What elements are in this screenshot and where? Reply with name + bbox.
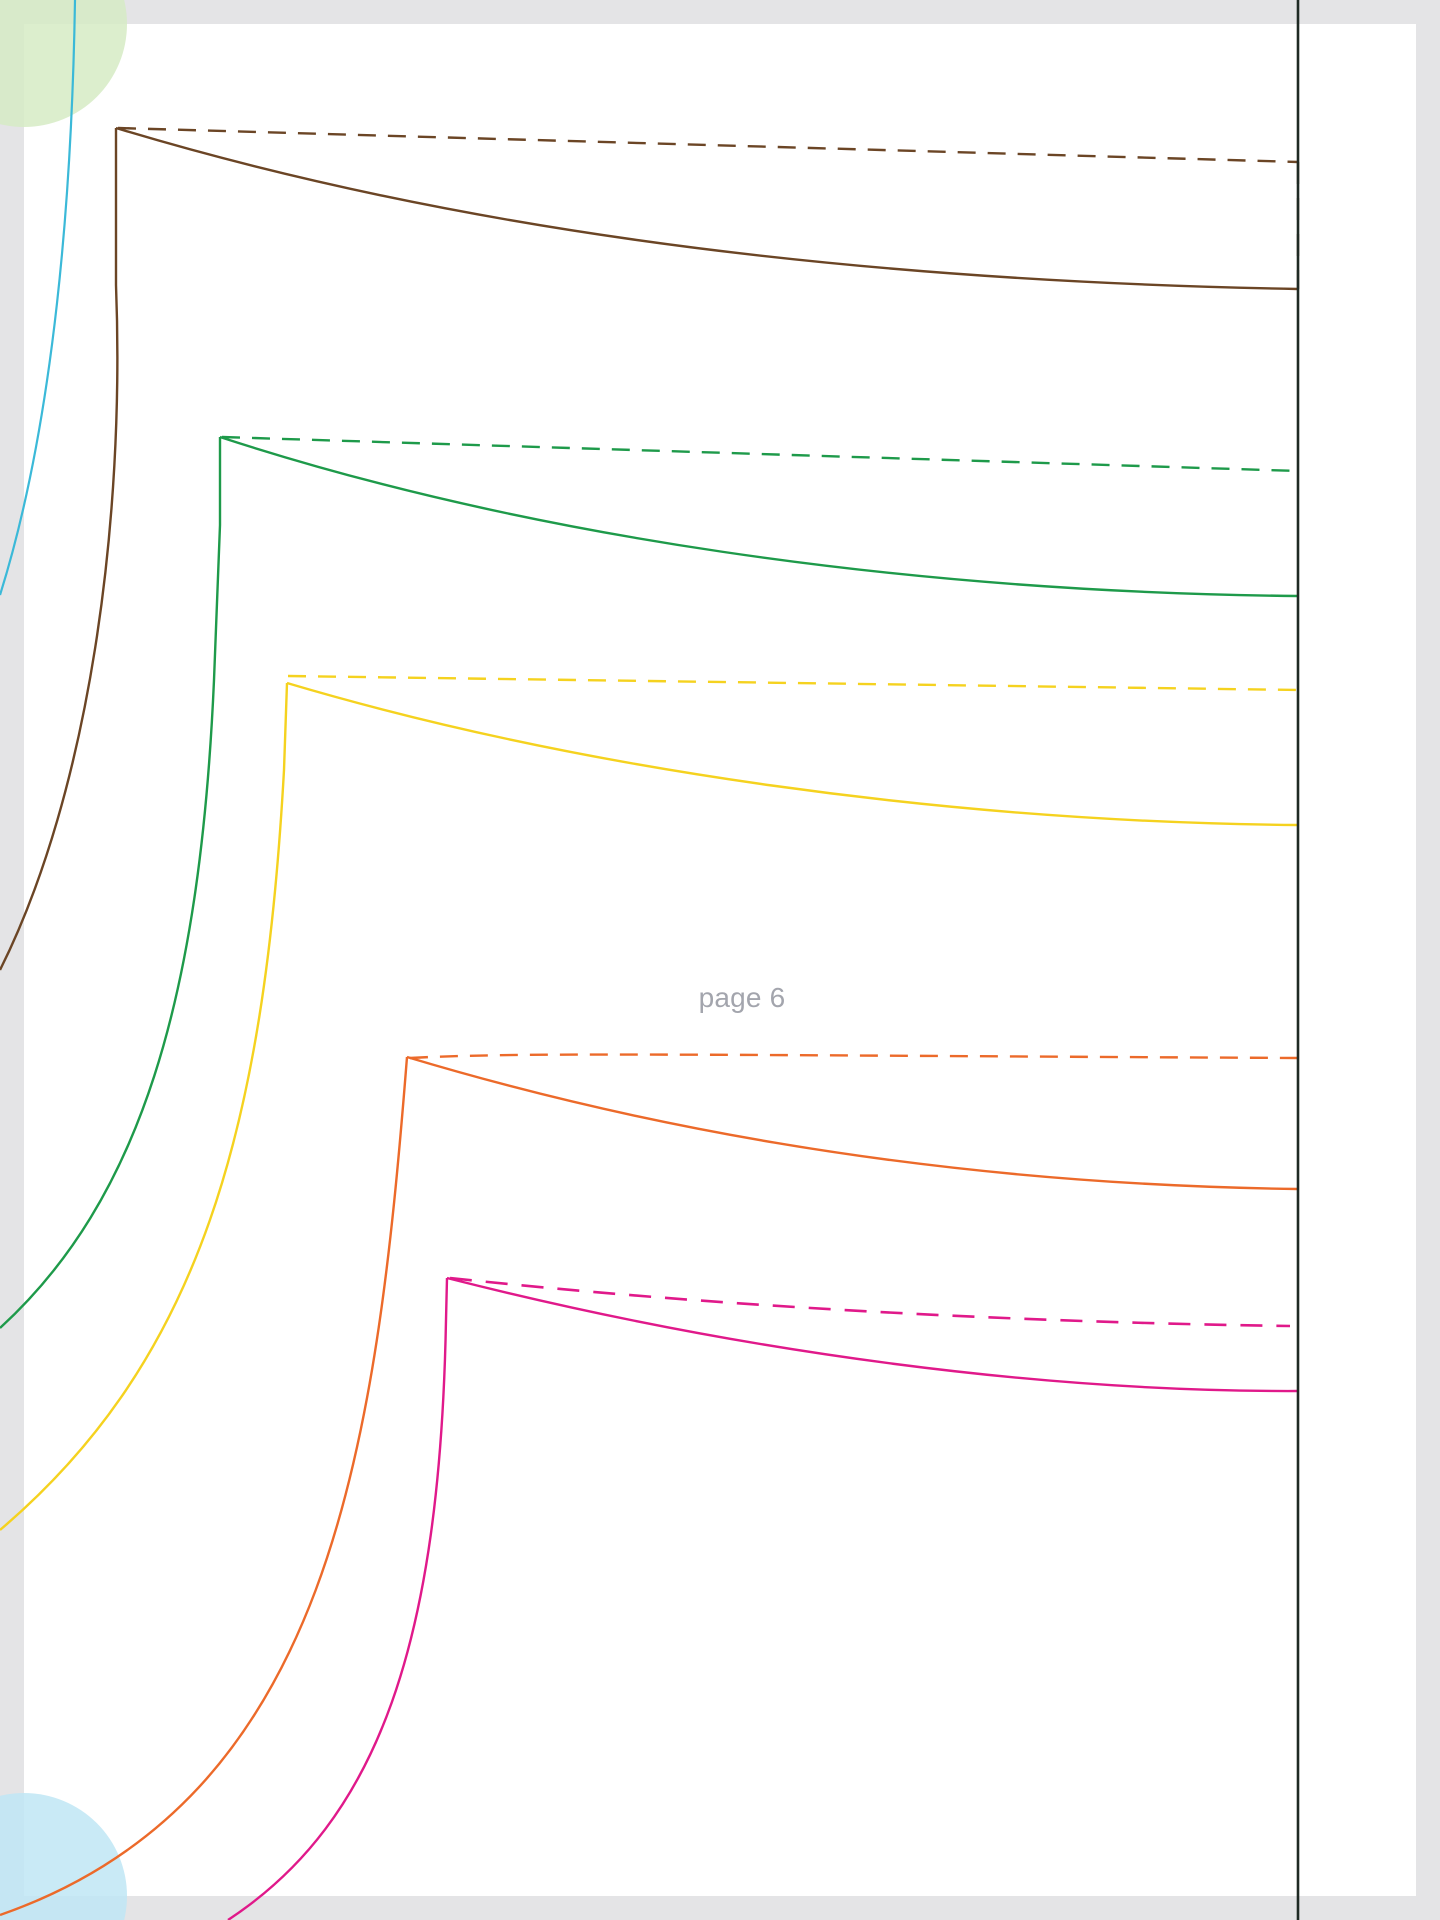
brown-cut-line xyxy=(115,126,1299,291)
brown-dashed-seam xyxy=(117,126,1299,164)
brown-side-line xyxy=(0,128,119,971)
orange-side-line xyxy=(0,1056,409,1917)
yellow-cut-line xyxy=(286,681,1299,827)
corner-mark-top-left xyxy=(0,0,127,127)
corner-mark-bottom-left xyxy=(0,1793,127,1920)
orange-pattern-piece xyxy=(0,1053,1299,1917)
cyan-cut-line xyxy=(0,0,77,596)
yellow-dashed-seam xyxy=(287,674,1299,692)
orange-cut-line xyxy=(406,1055,1299,1191)
green-pattern-piece xyxy=(0,435,1299,1329)
page-number-label: page 6 xyxy=(698,982,786,1013)
yellow-pattern-piece xyxy=(0,674,1299,1531)
magenta-pattern-piece xyxy=(227,1276,1299,1920)
green-cut-line xyxy=(219,435,1299,598)
green-side-line xyxy=(0,437,222,1329)
magenta-side-line xyxy=(227,1277,449,1920)
paper-sheet xyxy=(24,24,1416,1896)
magenta-cut-line xyxy=(446,1276,1299,1393)
yellow-side-line xyxy=(0,682,289,1531)
magenta-dashed-seam xyxy=(449,1276,1291,1328)
